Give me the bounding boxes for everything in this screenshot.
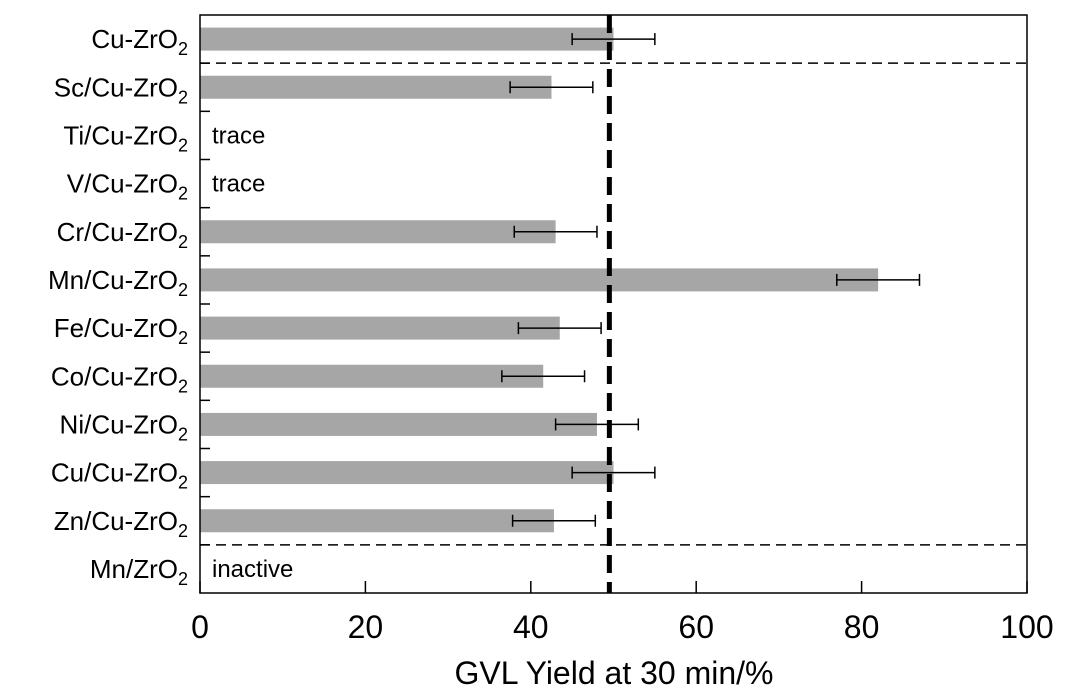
error-bar-5 [513,225,598,238]
x-tick-label-60: 60 [678,609,714,645]
bar-6 [200,268,879,292]
category-label-main: Mn/Cu-ZrO [48,265,178,295]
category-label-main: Zn/Cu-ZrO [54,506,178,536]
category-label-subscript: 2 [178,39,188,59]
category-label-subscript: 2 [178,184,188,204]
category-label-1: Cu-ZrO2 [91,24,188,59]
category-label-4: V/Cu-ZrO2 [67,169,188,204]
error-bar-1 [571,33,656,46]
annotation-inactive: inactive [212,556,293,583]
category-label-subscript: 2 [178,232,188,252]
error-bar-7 [517,322,602,335]
bar-5 [200,220,556,244]
category-label-main: Ti/Cu-ZrO [63,120,178,150]
category-label-subscript: 2 [178,87,188,107]
x-tick-label-20: 20 [348,609,384,645]
x-axis-title: GVL Yield at 30 min/% [455,655,774,691]
category-label-2: Sc/Cu-ZrO2 [54,72,188,107]
category-label-9: Ni/Cu-ZrO2 [60,409,188,444]
category-label-3: Ti/Cu-ZrO2 [63,120,188,155]
category-label-subscript: 2 [178,424,188,444]
category-label-main: Ni/Cu-ZrO [60,409,178,439]
bar-8 [200,364,544,388]
x-tick-label-40: 40 [513,609,549,645]
plot-frame [199,14,1028,594]
category-label-subscript: 2 [178,280,188,300]
x-tick-label-80: 80 [844,609,880,645]
bar-11 [200,509,554,533]
category-label-main: Mn/ZrO [90,554,178,584]
category-label-subscript: 2 [178,473,188,493]
error-bar-9 [554,418,640,431]
error-bar-11 [511,514,597,527]
category-label-6: Mn/Cu-ZrO2 [48,265,188,300]
category-label-subscript: 2 [178,569,188,589]
category-label-11: Zn/Cu-ZrO2 [54,506,188,541]
category-label-main: Sc/Cu-ZrO [54,72,178,102]
category-label-12: Mn/ZrO2 [90,554,188,589]
category-label-main: Cr/Cu-ZrO [57,217,178,247]
category-label-subscript: 2 [178,135,188,155]
bar-7 [200,316,560,340]
category-label-5: Cr/Cu-ZrO2 [57,217,188,252]
error-bar-6 [836,273,921,286]
error-bar-10 [571,466,656,479]
bar-9 [200,412,597,436]
category-label-subscript: 2 [178,328,188,348]
category-label-main: Cu-ZrO [91,24,178,54]
error-bar-8 [501,370,586,383]
x-tick-label-0: 0 [191,609,209,645]
category-label-main: Fe/Cu-ZrO [54,313,178,343]
category-label-8: Co/Cu-ZrO2 [51,361,188,396]
annotation-trace: trace [212,171,265,198]
category-label-main: Cu/Cu-ZrO [51,458,178,488]
annotation-trace: trace [212,122,265,149]
category-label-subscript: 2 [178,521,188,541]
bar-10 [200,461,614,485]
category-label-subscript: 2 [178,376,188,396]
bar-1 [200,27,614,51]
category-label-main: Co/Cu-ZrO [51,361,178,391]
bar-2 [200,75,552,99]
error-bar-2 [509,81,594,94]
category-label-7: Fe/Cu-ZrO2 [54,313,188,348]
category-label-10: Cu/Cu-ZrO2 [51,458,188,493]
x-tick-label-100: 100 [1000,609,1053,645]
category-label-main: V/Cu-ZrO [67,169,178,199]
